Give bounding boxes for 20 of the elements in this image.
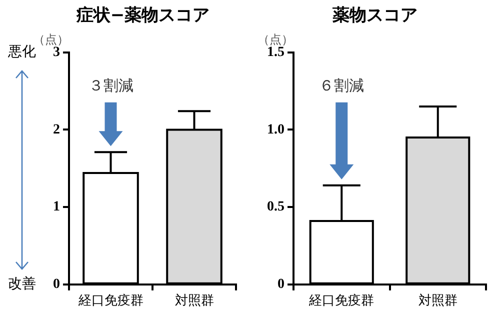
- x-tick-label: 対照群: [174, 292, 214, 309]
- y-tick-label: 1: [53, 200, 60, 215]
- y-tick-label: 0: [278, 277, 284, 292]
- chart-title: 症状−薬物スコア: [75, 6, 210, 26]
- x-tick-label: 経口免疫群: [77, 294, 144, 309]
- annotation: ６割減: [319, 76, 364, 94]
- annotation: ３割減: [88, 76, 134, 94]
- y-tick-label: 1.5: [267, 45, 284, 60]
- y-axis-title: （点）: [33, 32, 69, 47]
- text: 悪化: [7, 44, 36, 60]
- y-tick-label: 2: [53, 122, 60, 138]
- y-tick-label: 1.0: [267, 122, 284, 138]
- y-tick-label: 0: [53, 277, 60, 292]
- x-tick-label: 経口免疫群: [308, 294, 374, 309]
- y-tick-label: 0.5: [267, 200, 284, 215]
- x-tick-label: 対照群: [418, 292, 458, 309]
- y-tick-label: 3: [53, 45, 60, 60]
- text: 改善: [8, 275, 36, 292]
- chart-title: 薬物スコア: [332, 6, 418, 26]
- y-axis-title: （点）: [258, 32, 294, 47]
